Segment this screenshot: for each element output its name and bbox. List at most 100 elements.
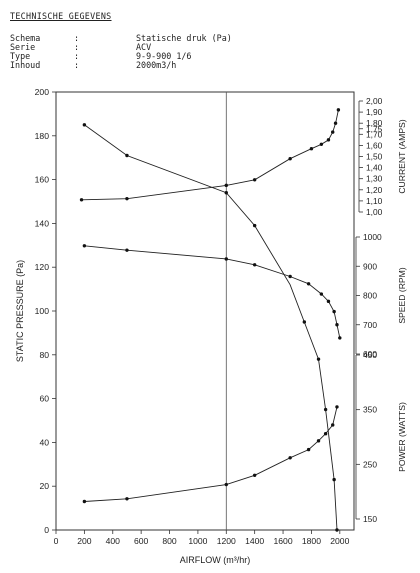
static_pressure-point — [332, 477, 336, 482]
speed-tick-label: 900 — [363, 261, 377, 271]
power-tick-label: 150 — [363, 514, 377, 524]
x-tick-label: 1400 — [245, 536, 264, 546]
spec-key: Type — [10, 51, 31, 61]
x-tick-label: 800 — [162, 536, 177, 546]
speed-tick-label: 800 — [363, 291, 377, 301]
x-tick-label: 200 — [77, 536, 92, 546]
power-point — [82, 499, 87, 504]
static_pressure-point — [82, 123, 87, 127]
spec-separator: : — [74, 33, 80, 43]
y-tick-label: 60 — [39, 394, 49, 404]
current-point — [125, 196, 129, 201]
speed-point — [288, 274, 292, 279]
spec-key: Serie — [10, 42, 36, 52]
speed-point — [306, 282, 311, 286]
power-point — [288, 456, 292, 460]
speed-point — [224, 257, 228, 261]
spec-value: Statische druk (Pa) — [136, 33, 232, 43]
static_pressure-point — [302, 320, 307, 324]
power-point — [323, 432, 328, 436]
spec-separator: : — [74, 60, 80, 70]
power-point — [306, 447, 311, 452]
current-tick-label: 1,10 — [366, 196, 383, 206]
current-point — [331, 130, 335, 134]
power-axis-label: POWER (WATTS) — [397, 402, 407, 472]
y-tick-label: 40 — [39, 437, 49, 447]
static_pressure-point — [335, 528, 339, 532]
x-tick-label: 0 — [54, 536, 59, 546]
speed-point — [332, 309, 336, 314]
plot-frame — [55, 91, 355, 531]
speed-tick-label: 600 — [363, 349, 377, 359]
current-tick-label: 1,90 — [366, 107, 383, 117]
power-curve — [84, 406, 338, 502]
y-tick-label: 100 — [35, 306, 50, 316]
power-tick-label: 250 — [363, 459, 377, 469]
x-tick-label: 1000 — [188, 536, 207, 546]
static_pressure-point — [316, 357, 321, 361]
current-tick-label: 1,70 — [366, 129, 383, 139]
speed-point — [252, 263, 257, 267]
static_pressure-point — [252, 223, 257, 228]
x-tick-label: 1200 — [217, 536, 236, 546]
speed-axis-label: SPEED (RPM) — [397, 267, 407, 323]
spec-value: 9-9-900 1/6 — [136, 51, 192, 61]
y-tick-label: 20 — [39, 481, 49, 491]
power-point — [125, 497, 129, 501]
y-tick-label: 120 — [35, 262, 50, 272]
speed-point — [82, 244, 87, 248]
current-tick-label: 1,75 — [366, 124, 383, 134]
x-tick-label: 1600 — [273, 536, 292, 546]
current-point — [326, 138, 331, 142]
static_pressure-point — [323, 407, 328, 412]
x-tick-label: 400 — [106, 536, 121, 546]
current-tick-label: 1,80 — [366, 118, 383, 128]
static_pressure-point — [224, 191, 228, 195]
speed-point — [338, 336, 342, 340]
x-tick-label: 2000 — [330, 536, 349, 546]
speed-point — [319, 292, 324, 296]
current-point — [309, 147, 314, 151]
y-tick-label: 0 — [44, 525, 49, 535]
current-tick-label: 2,00 — [366, 96, 383, 106]
speed-point — [125, 248, 129, 252]
current-point — [224, 183, 228, 188]
static_pressure-curve — [84, 124, 338, 531]
current-point — [333, 121, 338, 125]
current-tick-label: 1,40 — [366, 163, 383, 173]
current-tick-label: 1,60 — [366, 140, 383, 150]
current-point — [79, 198, 84, 202]
spec-separator: : — [74, 51, 80, 61]
y-tick-label: 140 — [35, 218, 50, 228]
x-tick-label: 1800 — [302, 536, 321, 546]
power-point — [252, 473, 257, 477]
y-tick-label: 80 — [39, 350, 49, 360]
x-axis-label: AIRFLOW (m³/hr) — [180, 555, 251, 565]
power-point — [335, 405, 339, 409]
speed-tick-label: 700 — [363, 320, 377, 330]
current-axis-label: CURRENT (AMPS) — [397, 119, 407, 193]
power-point — [331, 423, 335, 427]
x-tick-label: 600 — [134, 536, 149, 546]
document-title: TECHNISCHE GEGEVENS — [10, 11, 112, 21]
current-point — [336, 108, 341, 112]
speed-point — [335, 323, 339, 327]
power-tick-label: 450 — [363, 350, 377, 360]
spec-key: Inhoud — [10, 60, 41, 70]
power-point — [224, 482, 228, 487]
current-point — [319, 142, 324, 146]
current-tick-label: 1,00 — [366, 207, 383, 217]
speed-point — [326, 299, 331, 304]
y-tick-label: 200 — [35, 87, 50, 97]
spec-key: Schema — [10, 33, 41, 43]
spec-separator: : — [74, 42, 80, 52]
spec-value: ACV — [136, 42, 152, 52]
y-tick-label: 180 — [35, 131, 50, 141]
power-tick-label: 350 — [363, 405, 377, 415]
power-point — [316, 439, 321, 443]
speed-tick-label: 1000 — [363, 232, 382, 242]
current-tick-label: 1,30 — [366, 174, 383, 184]
speed-curve — [84, 245, 341, 338]
current-point — [252, 178, 257, 182]
